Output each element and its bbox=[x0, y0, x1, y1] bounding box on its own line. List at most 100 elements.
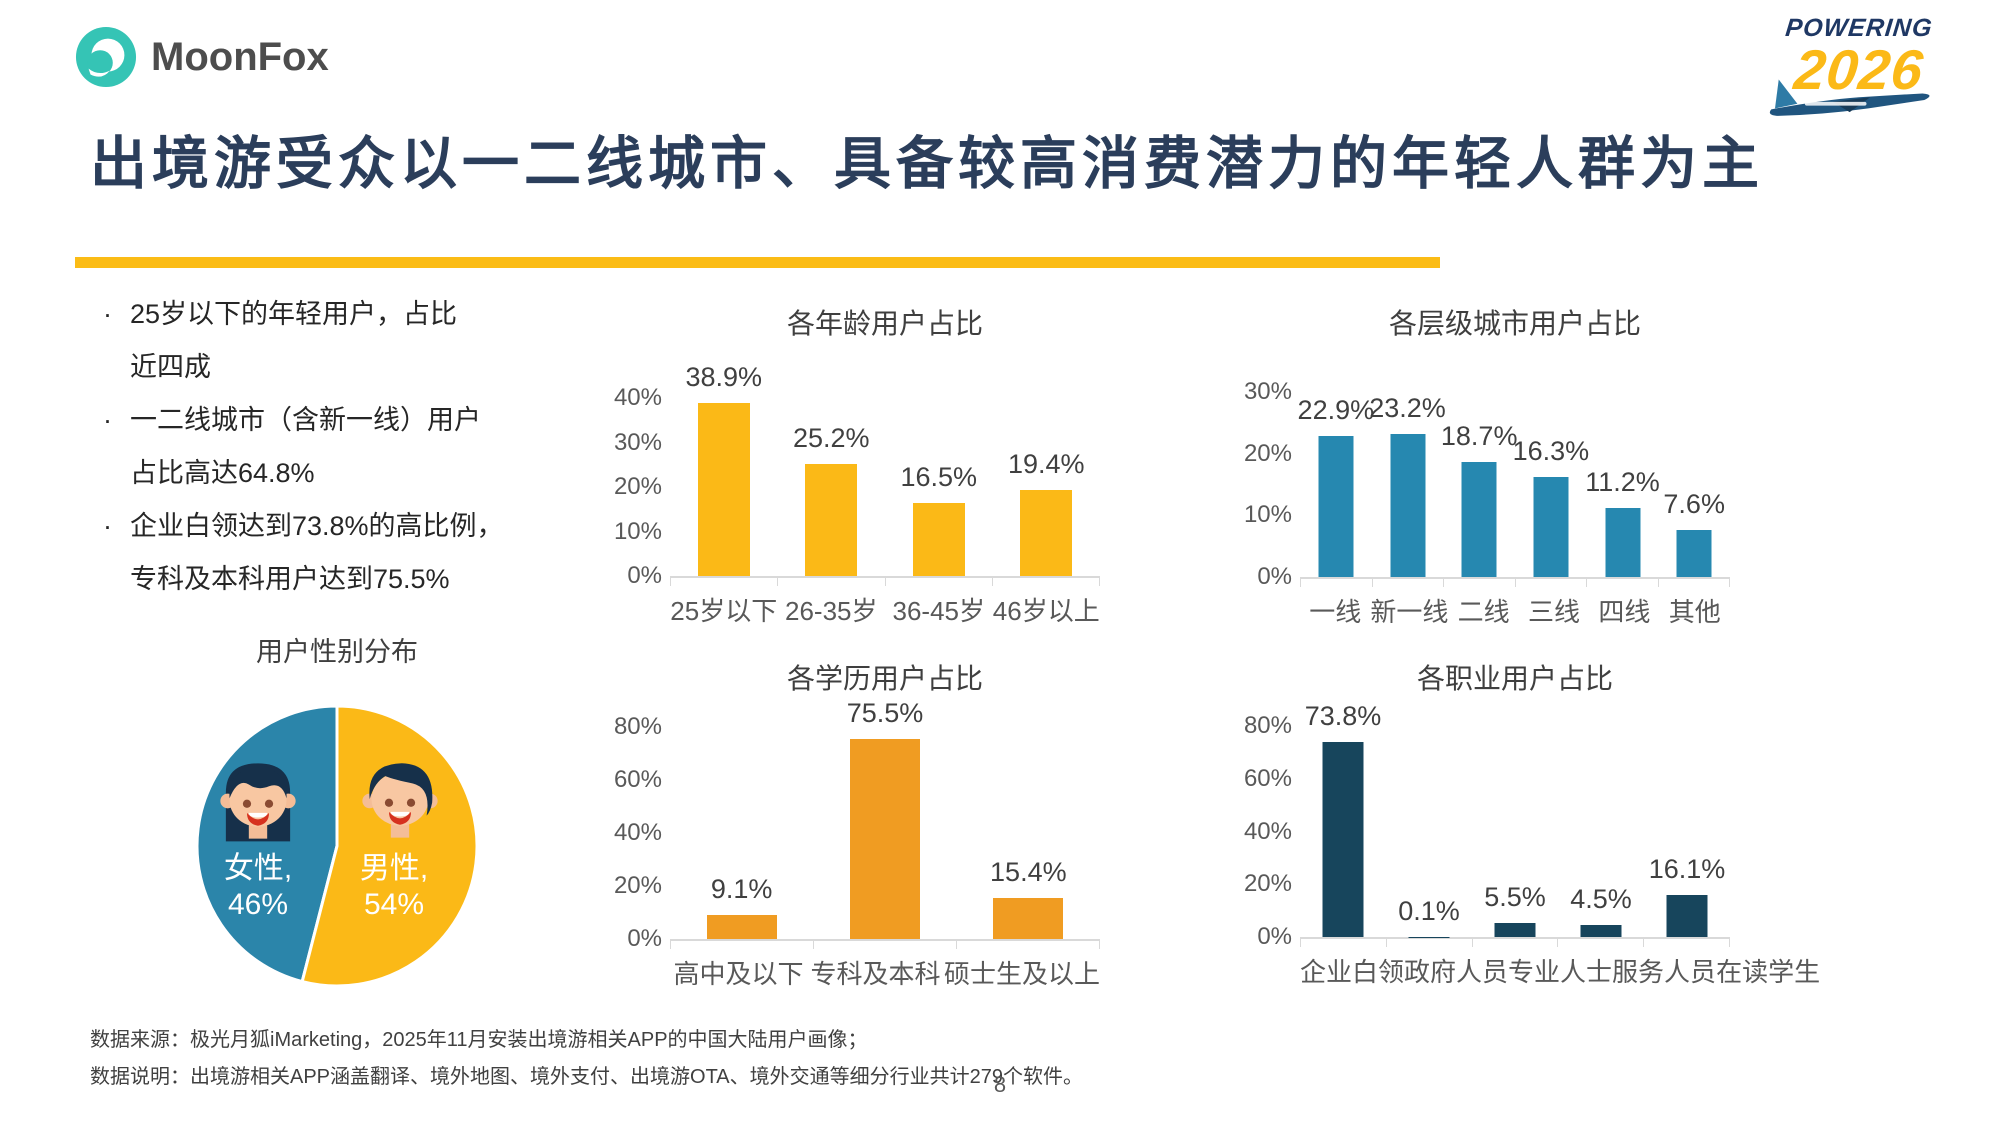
x-axis-labels: 企业白领 政府人员 专业人士 服务人员 在读学生 bbox=[1300, 947, 1820, 989]
moonfox-logo: MoonFox bbox=[75, 26, 329, 88]
bar-value-label: 18.7% bbox=[1440, 420, 1518, 451]
chart-title: 各层级城市用户占比 bbox=[1388, 308, 1641, 339]
axis-tick-mark bbox=[1659, 579, 1730, 587]
x-axis-label: 在读学生 bbox=[1716, 957, 1821, 987]
x-axis-line bbox=[1300, 577, 1730, 587]
chart-title: 各职业用户占比 bbox=[1416, 663, 1613, 694]
bar bbox=[849, 738, 920, 939]
y-axis-tick: 80% bbox=[1243, 712, 1292, 739]
bar bbox=[1020, 489, 1073, 576]
x-axis-label: 服务人员 bbox=[1612, 957, 1717, 987]
data-source-note: 数据来源：极光月狐iMarketing，2025年11月安装出境游相关APP的中… bbox=[90, 1029, 868, 1051]
axis-tick-mark bbox=[1473, 939, 1559, 947]
bar-value-label: 15.4% bbox=[990, 857, 1067, 888]
bars: 9.1% 75.5% 15.4% bbox=[670, 698, 1100, 939]
bullet-text: 25岁以下的年轻用户，占比 近四成 bbox=[130, 299, 458, 382]
city-tier-bar-chart: 各层级城市用户占比 0% 10% 20% 30% 22.9% 23.2% 18.7% … bbox=[1244, 298, 1730, 629]
bar bbox=[1676, 530, 1712, 577]
bar-column: 16.5% bbox=[885, 398, 993, 576]
key-finding-item: · 企业白领达到73.8%的高比例， 专科及本科用户达到75.5% bbox=[103, 500, 583, 606]
y-axis-tick: 20% bbox=[613, 872, 662, 899]
bar bbox=[1461, 461, 1497, 577]
bar-value-label: 4.5% bbox=[1570, 884, 1632, 915]
bar-value-label: 16.3% bbox=[1512, 435, 1590, 466]
y-axis-tick: 30% bbox=[1243, 378, 1292, 405]
y-axis-tick: 40% bbox=[1243, 817, 1292, 845]
y-axis: 0% 10% 20% 30% bbox=[1244, 379, 1292, 590]
bar-value-label: 16.5% bbox=[900, 461, 978, 492]
bar bbox=[1318, 435, 1354, 577]
y-axis-tick: 0% bbox=[1257, 563, 1292, 590]
x-axis-labels: 25岁以下 26-35岁 36-45岁 46岁以上 bbox=[670, 586, 1100, 628]
y-axis: 0% 10% 20% 30% 40% bbox=[614, 385, 662, 589]
y-axis: 0% 20% 40% 60% 80% bbox=[614, 714, 662, 952]
x-axis-label: 四线 bbox=[1598, 597, 1651, 627]
bar bbox=[805, 463, 858, 576]
y-axis-tick: 40% bbox=[613, 384, 662, 411]
y-axis-tick: 40% bbox=[613, 819, 662, 846]
y-axis-tick: 30% bbox=[613, 428, 662, 456]
bar-value-label: 19.4% bbox=[1007, 448, 1085, 479]
bar-column: 18.7% bbox=[1440, 392, 1518, 577]
axis-tick-mark bbox=[1444, 579, 1516, 587]
y-axis-tick: 80% bbox=[613, 713, 662, 740]
age-bar-chart: 各年龄用户占比 0% 10% 20% 30% 40% 38.9% 25.2% 16.5%… bbox=[614, 298, 1100, 628]
x-axis-line bbox=[670, 939, 1100, 949]
x-axis-label: 一线 bbox=[1309, 597, 1362, 627]
key-findings-list: · 25岁以下的年轻用户，占比 近四成 · 一二线城市（含新一线）用户 占比高达64… bbox=[103, 288, 583, 606]
bar bbox=[1580, 925, 1622, 937]
bar bbox=[1494, 922, 1536, 937]
bar-value-label: 38.9% bbox=[685, 361, 763, 392]
bar-value-label: 73.8% bbox=[1304, 701, 1382, 732]
axis-tick-mark bbox=[957, 941, 1100, 949]
y-axis-tick: 10% bbox=[1243, 501, 1292, 529]
bar-column: 73.8% bbox=[1300, 701, 1386, 937]
x-axis-label: 二线 bbox=[1457, 597, 1510, 627]
footer-notes: 数据来源：极光月狐iMarketing，2025年11月安装出境游相关APP的中… bbox=[90, 1022, 1083, 1096]
y-axis: 0% 20% 40% 60% 80% bbox=[1244, 713, 1292, 950]
bars: 22.9% 23.2% 18.7% 16.3% 11.2% 7.6% bbox=[1298, 392, 1730, 577]
plot-area: 0% 20% 40% 60% 80% 73.8% 0.1% 5.5% 4.5% 16.1… bbox=[1244, 701, 1730, 950]
bar-column: 16.3% bbox=[1512, 392, 1590, 577]
bar bbox=[993, 898, 1064, 939]
x-axis-label: 三线 bbox=[1527, 597, 1580, 627]
bar-column: 16.1% bbox=[1644, 726, 1730, 937]
y-axis-tick: 0% bbox=[627, 925, 662, 952]
female-face-icon bbox=[220, 763, 296, 842]
bullet-marker: · bbox=[103, 299, 112, 329]
pie-slice-男性 bbox=[300, 704, 479, 988]
occupation-bar-chart: 各职业用户占比 0% 20% 40% 60% 80% 73.8% 0.1% 5.5% 4… bbox=[1244, 653, 1820, 989]
x-axis-label: 专科及本科 bbox=[810, 959, 941, 989]
x-axis-label: 36-45岁 bbox=[892, 596, 986, 626]
plot-area: 0% 10% 20% 30% 40% 38.9% 25.2% 16.5% 19.4% bbox=[614, 362, 1100, 589]
y-axis-tick: 60% bbox=[1243, 764, 1292, 792]
airplane-icon bbox=[1769, 79, 1930, 116]
bar-value-label: 75.5% bbox=[846, 697, 924, 728]
page-title: 出境游受众以一二线城市、具备较高消费潜力的年轻人群为主 bbox=[90, 132, 1764, 196]
axis-tick-mark bbox=[1373, 579, 1444, 587]
y-axis-tick: 0% bbox=[1257, 923, 1292, 950]
y-axis-tick: 0% bbox=[627, 562, 662, 589]
bullet-text: 一二线城市（含新一线）用户 占比高达64.8% bbox=[130, 405, 481, 488]
axis-tick-mark bbox=[1644, 939, 1730, 947]
pie-slice-label-female: 女性, 46% bbox=[223, 852, 293, 921]
bar-value-label: 16.1% bbox=[1648, 853, 1726, 884]
brand-name: MoonFox bbox=[151, 34, 329, 79]
bar bbox=[1666, 894, 1708, 937]
chart-title: 用户性别分布 bbox=[256, 637, 418, 667]
bar-column: 22.9% bbox=[1298, 392, 1374, 577]
bar-value-label: 23.2% bbox=[1369, 392, 1446, 423]
bullet-text: 企业白领达到73.8%的高比例， 专科及本科用户达到75.5% bbox=[130, 511, 504, 594]
chart-title: 各学历用户占比 bbox=[786, 663, 983, 694]
pie-plot-area: 女性, 46% 男性, 54% bbox=[192, 701, 482, 991]
y-axis-tick: 20% bbox=[1243, 870, 1292, 898]
x-axis-label: 政府人员 bbox=[1404, 957, 1509, 987]
key-finding-item: · 一二线城市（含新一线）用户 占比高达64.8% bbox=[103, 394, 583, 500]
bar bbox=[1390, 433, 1425, 577]
title-underline bbox=[75, 257, 1440, 268]
bar-column: 11.2% bbox=[1585, 392, 1660, 577]
x-axis-label: 26-35岁 bbox=[785, 596, 878, 626]
axis-tick-mark bbox=[1558, 939, 1645, 947]
axis-tick-mark bbox=[1516, 579, 1587, 587]
